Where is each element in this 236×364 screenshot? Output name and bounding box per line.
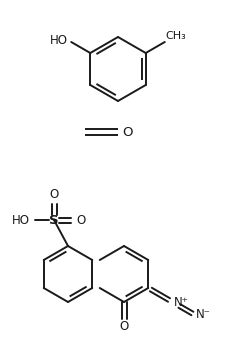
Text: O: O <box>122 126 132 138</box>
Text: CH₃: CH₃ <box>166 31 186 41</box>
Text: S: S <box>49 214 59 226</box>
Text: N⁺: N⁺ <box>173 296 188 309</box>
Text: HO: HO <box>12 214 30 226</box>
Text: O: O <box>119 320 129 332</box>
Text: O: O <box>49 189 59 202</box>
Text: O: O <box>76 214 86 226</box>
Text: HO: HO <box>50 35 68 47</box>
Text: N⁻: N⁻ <box>196 309 211 321</box>
